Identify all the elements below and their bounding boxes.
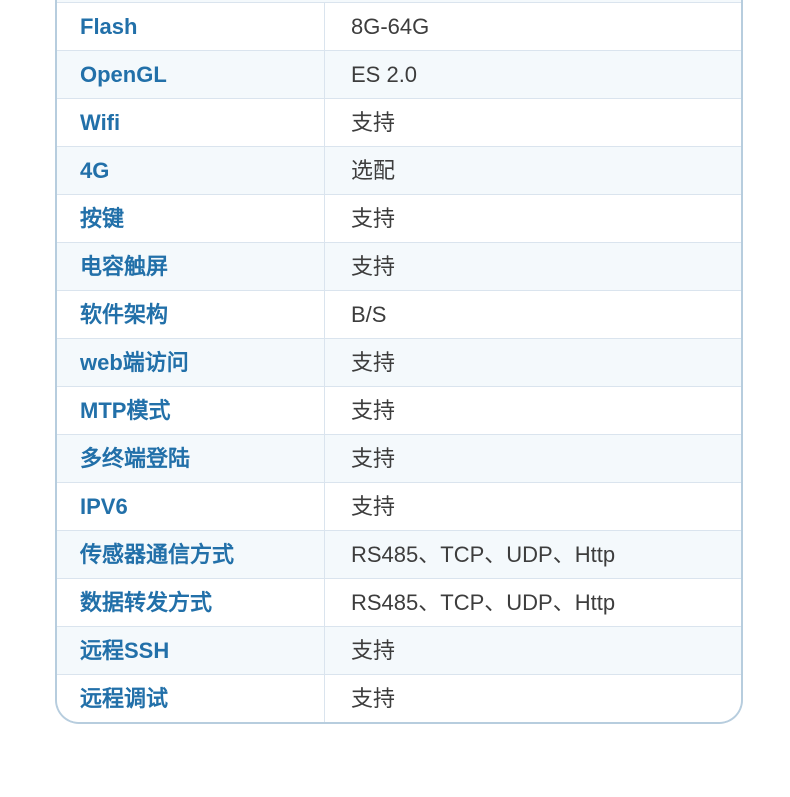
table-row: Flash 8G-64G xyxy=(57,3,741,51)
table-row: MTP模式 支持 xyxy=(57,387,741,435)
table-row: 远程调试 支持 xyxy=(57,675,741,722)
spec-label: Wifi xyxy=(57,99,325,146)
spec-value: 支持 xyxy=(351,637,396,663)
spec-label: 远程SSH xyxy=(57,627,325,674)
table-row: 4G 选配 xyxy=(57,147,741,195)
spec-value: ES 2.0 xyxy=(351,61,418,87)
spec-value: 支持 xyxy=(351,445,396,471)
spec-value: 支持 xyxy=(351,253,396,279)
table-row: Wifi 支持 xyxy=(57,99,741,147)
spec-label: 传感器通信方式 xyxy=(57,531,325,578)
spec-value: RS485、TCP、UDP、Http xyxy=(351,589,616,615)
spec-label: 数据转发方式 xyxy=(57,579,325,626)
spec-label: 4G xyxy=(57,147,325,194)
spec-table: Flash 8G-64G OpenGL ES 2.0 Wifi 支持 4G 选配 按键 支持 电容触… xyxy=(55,0,743,724)
table-row: 软件架构 B/S xyxy=(57,291,741,339)
spec-rows-container: Flash 8G-64G OpenGL ES 2.0 Wifi 支持 4G 选配 按键 支持 电容触… xyxy=(57,3,741,722)
spec-value: 8G-64G xyxy=(351,13,430,39)
spec-value: 支持 xyxy=(351,493,396,519)
table-row: 数据转发方式 RS485、TCP、UDP、Http xyxy=(57,579,741,627)
spec-label: 软件架构 xyxy=(57,291,325,338)
spec-value: 选配 xyxy=(351,157,396,183)
spec-value: 支持 xyxy=(351,109,396,135)
spec-label: IPV6 xyxy=(57,483,325,530)
spec-value: B/S xyxy=(351,301,387,327)
table-row: 电容触屏 支持 xyxy=(57,243,741,291)
spec-label: OpenGL xyxy=(57,51,325,98)
spec-label: Flash xyxy=(57,3,325,50)
table-row: OpenGL ES 2.0 xyxy=(57,51,741,99)
spec-label: web端访问 xyxy=(57,339,325,386)
spec-label: 远程调试 xyxy=(57,675,325,722)
spec-value: 支持 xyxy=(351,397,396,423)
spec-label: 电容触屏 xyxy=(57,243,325,290)
spec-label: 多终端登陆 xyxy=(57,435,325,482)
spec-value: 支持 xyxy=(351,685,396,711)
spec-label: 按键 xyxy=(57,195,325,242)
spec-value: RS485、TCP、UDP、Http xyxy=(351,541,616,567)
spec-value: 支持 xyxy=(351,205,396,231)
table-row: 多终端登陆 支持 xyxy=(57,435,741,483)
table-row: web端访问 支持 xyxy=(57,339,741,387)
table-row: 远程SSH 支持 xyxy=(57,627,741,675)
cutoff-row-sliver xyxy=(57,0,741,3)
table-row: 传感器通信方式 RS485、TCP、UDP、Http xyxy=(57,531,741,579)
table-row: 按键 支持 xyxy=(57,195,741,243)
table-row: IPV6 支持 xyxy=(57,483,741,531)
spec-label: MTP模式 xyxy=(57,387,325,434)
spec-value: 支持 xyxy=(351,349,396,375)
